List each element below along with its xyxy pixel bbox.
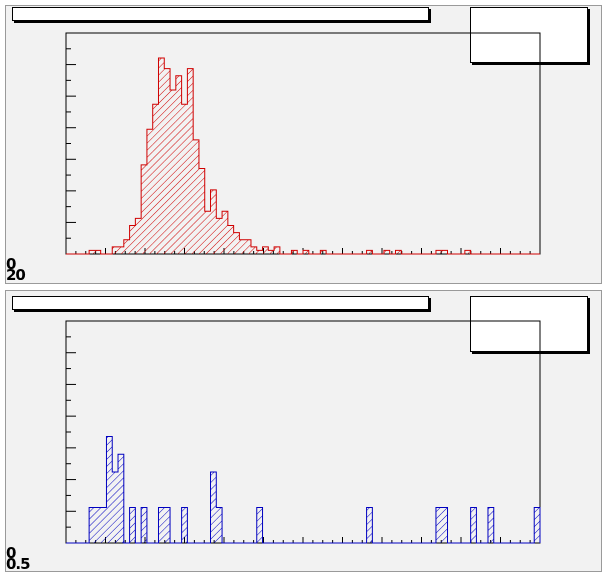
bottom-bin-7 bbox=[106, 436, 113, 543]
bottom-histogram-plot bbox=[65, 320, 541, 544]
top-bin-25 bbox=[210, 189, 217, 254]
top-bin-21 bbox=[187, 68, 194, 254]
top-histogram-plot bbox=[65, 32, 541, 255]
top-bin-41 bbox=[303, 250, 309, 254]
bottom-bin-70 bbox=[470, 507, 477, 543]
top-histogram-outline bbox=[66, 57, 540, 255]
top-bin-13 bbox=[141, 164, 147, 254]
bottom-bin-13 bbox=[141, 507, 147, 543]
bottom-y-tick-label-1: 0.5 bbox=[6, 555, 31, 573]
bottom-y-tick-label-0: 0 bbox=[6, 544, 16, 562]
top-bin-65 bbox=[441, 250, 448, 254]
bottom-bin-8 bbox=[112, 471, 119, 543]
bottom-chart-title-box bbox=[12, 296, 429, 310]
top-bin-17 bbox=[164, 68, 171, 254]
top-bin-44 bbox=[320, 250, 327, 254]
top-bin-11 bbox=[129, 225, 136, 254]
top-bin-22 bbox=[193, 139, 199, 254]
top-bin-64 bbox=[435, 250, 442, 254]
top-bin-57 bbox=[395, 250, 402, 254]
bottom-bin-25 bbox=[210, 471, 217, 543]
top-bin-12 bbox=[135, 218, 142, 254]
top-bin-39 bbox=[291, 250, 298, 254]
bottom-bin-64 bbox=[435, 507, 442, 543]
top-bin-29 bbox=[233, 232, 240, 254]
bottom-bin-11 bbox=[129, 507, 136, 543]
top-bin-23 bbox=[198, 168, 205, 254]
top-bin-4 bbox=[89, 250, 95, 254]
top-bin-5 bbox=[94, 250, 101, 254]
bottom-bin-73 bbox=[487, 507, 494, 543]
top-chart-title-box bbox=[12, 7, 429, 21]
bottom-histogram-outline bbox=[66, 435, 541, 544]
top-bin-30 bbox=[239, 239, 246, 254]
top-bin-15 bbox=[152, 104, 159, 255]
bottom-bin-81 bbox=[534, 507, 540, 543]
bottom-bin-4 bbox=[89, 507, 95, 543]
bottom-bin-65 bbox=[441, 507, 448, 543]
top-bin-9 bbox=[118, 246, 124, 254]
bottom-bin-17 bbox=[164, 507, 171, 543]
top-bin-20 bbox=[181, 104, 188, 255]
top-bin-19 bbox=[175, 75, 182, 254]
bottom-chart-stats-box bbox=[470, 296, 588, 352]
top-y-tick-label-0: 0 bbox=[6, 255, 16, 273]
top-bin-18 bbox=[170, 90, 176, 254]
top-bin-34 bbox=[262, 246, 269, 254]
bottom-bin-52 bbox=[366, 507, 373, 543]
top-bin-10 bbox=[123, 239, 130, 254]
top-bin-35 bbox=[268, 250, 275, 254]
top-bin-16 bbox=[158, 57, 165, 254]
bottom-bin-16 bbox=[158, 507, 165, 543]
bottom-bin-5 bbox=[94, 507, 101, 543]
top-bin-55 bbox=[383, 250, 390, 254]
top-bin-24 bbox=[204, 211, 211, 254]
top-bin-33 bbox=[256, 250, 263, 254]
top-bin-52 bbox=[366, 250, 373, 254]
bottom-bin-33 bbox=[256, 507, 263, 543]
top-bin-27 bbox=[222, 211, 228, 254]
top-bin-26 bbox=[216, 218, 223, 254]
top-bin-32 bbox=[250, 246, 257, 254]
bottom-bin-26 bbox=[216, 507, 223, 543]
bottom-plot-frame bbox=[65, 320, 541, 544]
top-bin-36 bbox=[274, 246, 280, 254]
top-bin-69 bbox=[464, 250, 471, 254]
top-bin-8 bbox=[112, 246, 119, 254]
top-y-tick-label-1: 20 bbox=[6, 266, 26, 284]
bottom-bin-9 bbox=[118, 454, 124, 543]
bottom-bin-6 bbox=[100, 507, 107, 543]
bottom-bin-20 bbox=[181, 507, 188, 543]
top-bin-28 bbox=[227, 225, 234, 254]
top-chart-stats-box bbox=[470, 7, 588, 63]
top-bin-31 bbox=[245, 239, 251, 254]
top-bin-14 bbox=[146, 129, 153, 254]
